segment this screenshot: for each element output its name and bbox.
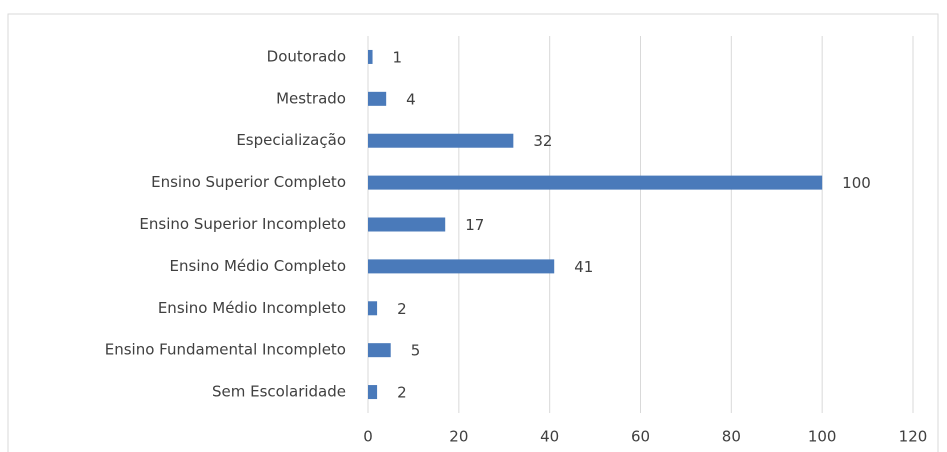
data-label: 4 — [406, 90, 416, 108]
y-tick-label: Sem Escolaridade — [212, 383, 346, 401]
y-tick-label: Ensino Fundamental Incompleto — [105, 341, 346, 359]
data-label: 100 — [842, 174, 871, 192]
bar — [368, 175, 823, 190]
x-tick-label: 0 — [363, 428, 373, 446]
x-tick-label: 20 — [449, 428, 468, 446]
y-tick-label: Ensino Médio Incompleto — [158, 299, 346, 317]
bar — [368, 343, 391, 358]
x-tick-label: 40 — [540, 428, 559, 446]
data-label: 17 — [465, 216, 484, 234]
data-label: 2 — [397, 384, 407, 402]
x-tick-label: 80 — [722, 428, 741, 446]
x-tick-label: 120 — [899, 428, 928, 446]
chart-frame — [7, 13, 939, 452]
data-label: 41 — [574, 258, 593, 276]
data-label: 5 — [411, 342, 421, 360]
y-tick-label: Doutorado — [267, 47, 346, 65]
bar — [368, 49, 373, 64]
y-tick-label: Ensino Superior Incompleto — [139, 215, 346, 233]
data-label: 1 — [393, 48, 403, 66]
y-tick-label: Ensino Superior Completo — [151, 173, 346, 191]
bar — [368, 301, 378, 316]
x-tick-label: 100 — [808, 428, 837, 446]
data-label: 32 — [533, 132, 552, 150]
bar — [368, 133, 514, 148]
bar — [368, 259, 555, 274]
y-tick-label: Especialização — [236, 131, 346, 149]
data-label: 2 — [397, 300, 407, 318]
x-tick-label: 60 — [631, 428, 650, 446]
bar — [368, 217, 446, 232]
y-tick-label: Ensino Médio Completo — [170, 257, 346, 275]
y-tick-label: Mestrado — [276, 89, 346, 107]
bar — [368, 91, 387, 106]
bar — [368, 385, 378, 400]
